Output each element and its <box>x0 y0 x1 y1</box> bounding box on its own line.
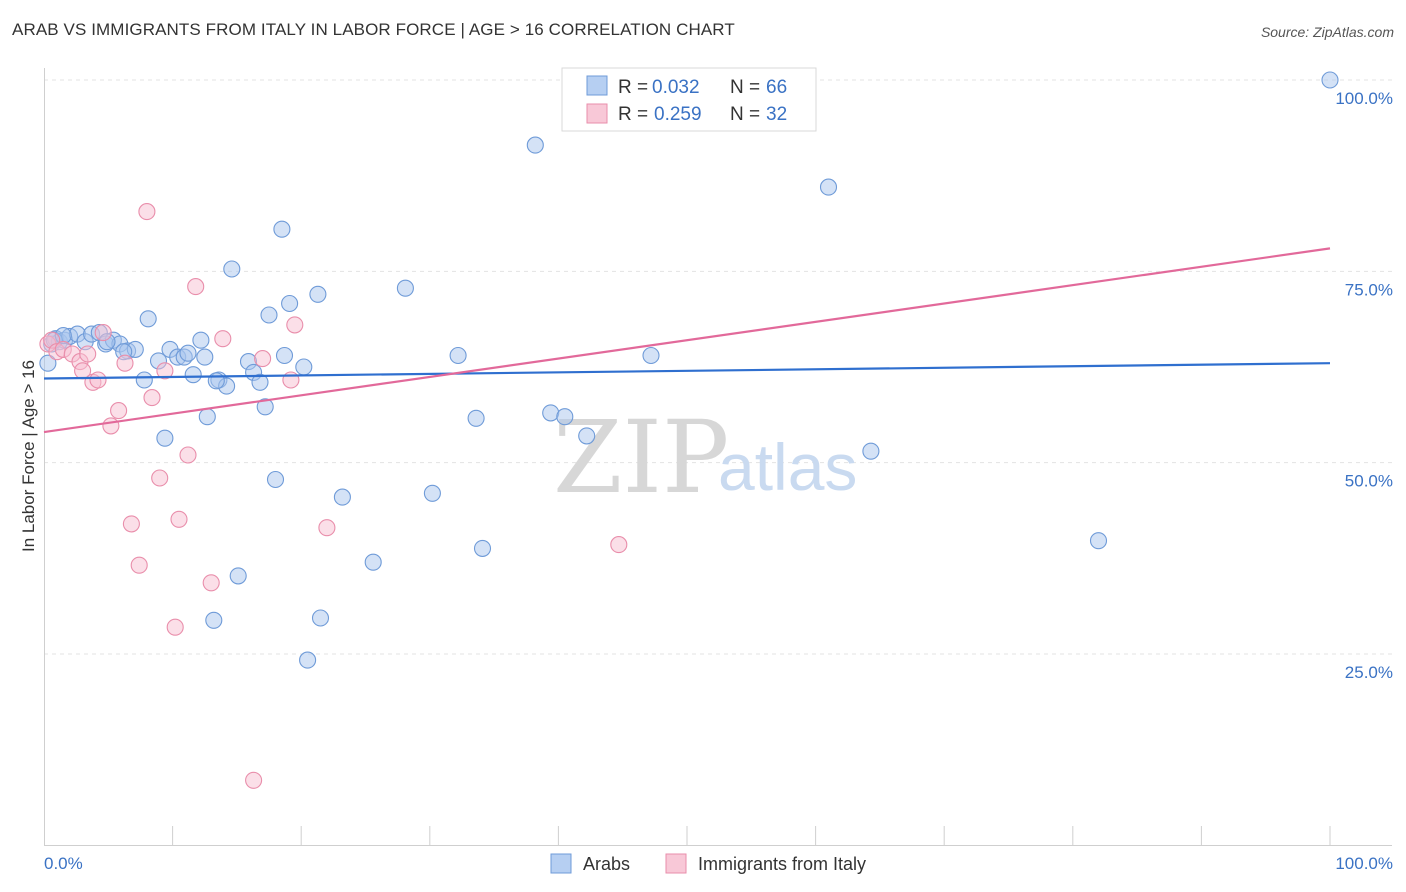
italy-point <box>214 330 232 348</box>
italy-point <box>151 469 169 487</box>
x-tick-label-max: 100.0% <box>1335 854 1393 873</box>
italy-point <box>94 324 112 342</box>
italy-point <box>179 446 197 464</box>
arab-point <box>256 398 274 416</box>
arab-point <box>251 373 269 391</box>
arab-point <box>156 429 174 447</box>
y-tick-label: 75.0% <box>1345 280 1393 299</box>
arab-point <box>364 553 382 571</box>
arab-point <box>198 408 216 426</box>
y-tick-label: 100.0% <box>1335 89 1393 108</box>
x-tick-label-min: 0.0% <box>44 854 83 873</box>
italy-point <box>286 316 304 334</box>
arab-point <box>273 220 291 238</box>
arab-point <box>578 427 596 445</box>
italy-point <box>610 536 628 554</box>
arab-point <box>295 358 313 376</box>
italy-point <box>116 354 134 372</box>
arab-point <box>139 310 157 328</box>
legend-n-value-italy: 32 <box>766 104 787 125</box>
italy-point <box>110 402 128 420</box>
trend-line-italy <box>43 247 1331 434</box>
italy-point <box>254 350 272 368</box>
arab-point <box>333 488 351 506</box>
arab-point <box>135 371 153 389</box>
arab-point <box>467 409 485 427</box>
arab-point <box>260 306 278 324</box>
arab-point <box>281 294 299 313</box>
arab-point <box>275 346 294 365</box>
legend-n-label-arabs: N = <box>730 77 760 98</box>
arab-point <box>526 136 544 154</box>
trend-lines <box>43 247 1331 434</box>
legend-swatch-italy <box>586 103 608 124</box>
source-credit: Source: ZipAtlas.com <box>1260 24 1394 40</box>
bottom-legend-label-italy: Immigrants from Italy <box>698 854 866 874</box>
legend-swatch-arabs <box>586 75 608 96</box>
arab-point <box>205 611 223 629</box>
arab-point <box>1321 71 1339 89</box>
y-tick-labels: 25.0% 50.0% 75.0% 100.0% <box>1335 89 1393 682</box>
arab-point <box>556 408 574 426</box>
arab-point <box>39 354 57 372</box>
legend-r-value-italy: 0.259 <box>654 104 702 125</box>
arab-point <box>229 567 247 585</box>
y-axis-label: In Labor Force | Age > 16 <box>19 360 38 552</box>
bottom-legend-swatch-italy <box>665 853 687 874</box>
arab-point <box>423 484 441 502</box>
arab-point <box>642 346 660 365</box>
italy-point <box>318 519 336 537</box>
italy-point <box>187 278 205 296</box>
arab-point <box>542 404 560 422</box>
arab-point <box>396 279 414 297</box>
y-tick-label: 50.0% <box>1345 472 1393 491</box>
italy-point <box>166 618 184 636</box>
arab-point <box>184 366 202 384</box>
arab-point <box>473 539 492 557</box>
italy-point <box>138 203 156 221</box>
arab-point <box>299 651 317 669</box>
data-points <box>39 71 1339 789</box>
legend-n-value-arabs: 66 <box>766 77 787 98</box>
arab-point <box>207 372 225 390</box>
italy-point <box>79 345 97 363</box>
bottom-legend-swatch-arabs <box>550 853 572 874</box>
italy-point <box>143 389 161 407</box>
italy-point <box>102 417 120 435</box>
legend-n-label-italy: N = <box>730 104 760 125</box>
arab-point <box>223 260 241 278</box>
arab-point <box>449 346 467 365</box>
arab-point <box>192 331 210 349</box>
italy-point <box>170 510 188 528</box>
watermark-atlas: atlas <box>718 430 857 504</box>
arab-point <box>179 344 197 362</box>
y-tick-label: 25.0% <box>1345 663 1393 682</box>
arab-point <box>309 285 327 303</box>
arab-point <box>311 609 330 627</box>
bottom-legend: Arabs Immigrants from Italy <box>550 853 866 874</box>
arab-point <box>1089 532 1108 550</box>
italy-point <box>122 515 140 533</box>
arab-point <box>196 348 214 366</box>
top-legend: R = 0.032 N = 66 R = 0.259 N = 32 <box>561 67 817 132</box>
arab-point <box>819 178 838 196</box>
italy-point <box>156 362 174 380</box>
chart-title: ARAB VS IMMIGRANTS FROM ITALY IN LABOR F… <box>12 20 735 39</box>
x-ticks <box>172 826 1331 845</box>
italy-point <box>245 771 263 789</box>
bottom-legend-label-arabs: Arabs <box>583 854 630 874</box>
italy-point <box>89 371 107 389</box>
legend-r-label-arabs: R = <box>618 77 648 98</box>
legend-r-value-arabs: 0.032 <box>652 77 700 98</box>
watermark-zip: ZIP <box>553 399 729 516</box>
arab-point <box>862 442 880 460</box>
trend-line-arabs <box>43 362 1331 380</box>
arab-point <box>266 470 285 489</box>
legend-r-label-italy: R = <box>618 104 648 125</box>
italy-point <box>130 556 148 574</box>
italy-point <box>202 574 220 592</box>
watermark: ZIP atlas <box>553 399 857 516</box>
